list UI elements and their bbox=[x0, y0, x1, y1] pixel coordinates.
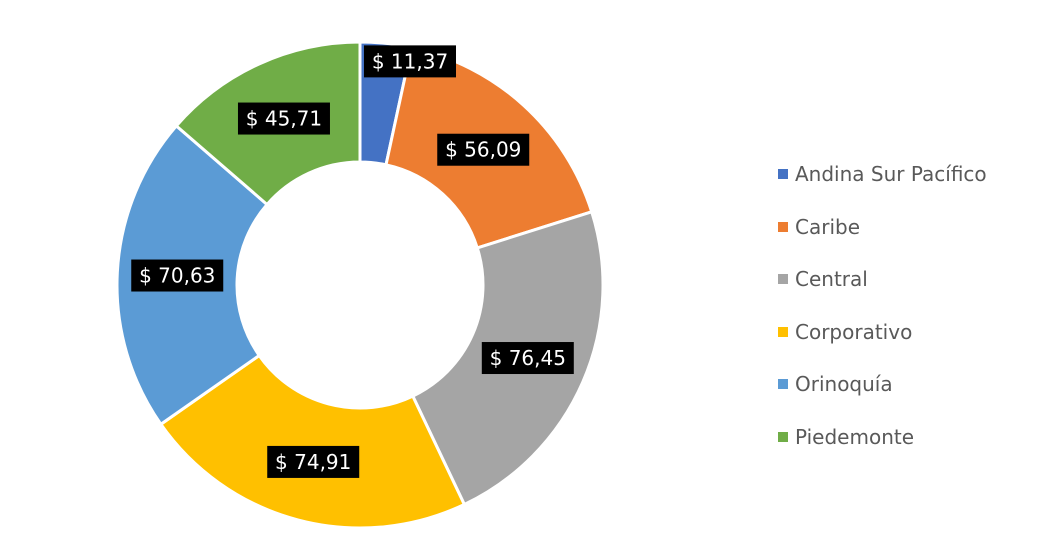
data-label-text: $ 76,45 bbox=[490, 346, 566, 370]
legend-item-caribe: Caribe bbox=[778, 201, 987, 254]
legend: Andina Sur Pacífico Caribe Central Corporat… bbox=[778, 148, 987, 463]
data-label-box bbox=[481, 342, 574, 375]
data-label-caribe: $ 56,09 bbox=[437, 133, 530, 166]
legend-swatch bbox=[778, 326, 788, 337]
data-label-piedemonte: $ 45,71 bbox=[237, 102, 330, 135]
legend-swatch bbox=[778, 431, 788, 442]
legend-item-piedemonte: Piedemonte bbox=[778, 411, 987, 464]
data-label-text: $ 45,71 bbox=[246, 107, 322, 131]
data-label-text: $ 74,91 bbox=[275, 450, 351, 474]
legend-label: Corporativo bbox=[795, 319, 913, 344]
legend-swatch bbox=[778, 169, 788, 180]
data-labels: $ 11,37 $ 56,09 $ 76,45 $ 74,91 $ 70,63 $ 45,… bbox=[131, 45, 574, 478]
legend-label: Piedemonte bbox=[795, 424, 915, 449]
data-label-text: $ 70,63 bbox=[139, 264, 215, 288]
data-label-box bbox=[437, 133, 530, 166]
data-label-text: $ 11,37 bbox=[372, 49, 448, 73]
legend-swatch bbox=[778, 221, 788, 232]
legend-label: Andina Sur Pacífico bbox=[795, 162, 987, 187]
data-label-box bbox=[237, 102, 330, 135]
legend-item-corporativo: Corporativo bbox=[778, 306, 987, 359]
data-label-box bbox=[131, 259, 224, 292]
legend-swatch bbox=[778, 274, 788, 285]
legend-label: Caribe bbox=[795, 214, 860, 239]
legend-swatch bbox=[778, 379, 788, 390]
legend-label: Central bbox=[795, 267, 868, 292]
data-label-corporativo: $ 74,91 bbox=[267, 445, 360, 478]
legend-label: Orinoquía bbox=[795, 372, 893, 397]
legend-item-central: Central bbox=[778, 253, 987, 306]
legend-item-orinoquia: Orinoquía bbox=[778, 358, 987, 411]
slice-corporativo bbox=[158, 353, 467, 530]
data-label-orinoquia: $ 70,63 bbox=[131, 259, 224, 292]
data-label-central: $ 76,45 bbox=[481, 342, 574, 375]
data-label-box bbox=[267, 445, 360, 478]
data-label-text: $ 56,09 bbox=[445, 138, 521, 162]
data-label-box bbox=[364, 45, 456, 78]
data-label-andina-sur-pacifico: $ 11,37 bbox=[364, 45, 456, 78]
legend-item-andina-sur-pacifico: Andina Sur Pacífico bbox=[778, 148, 987, 201]
